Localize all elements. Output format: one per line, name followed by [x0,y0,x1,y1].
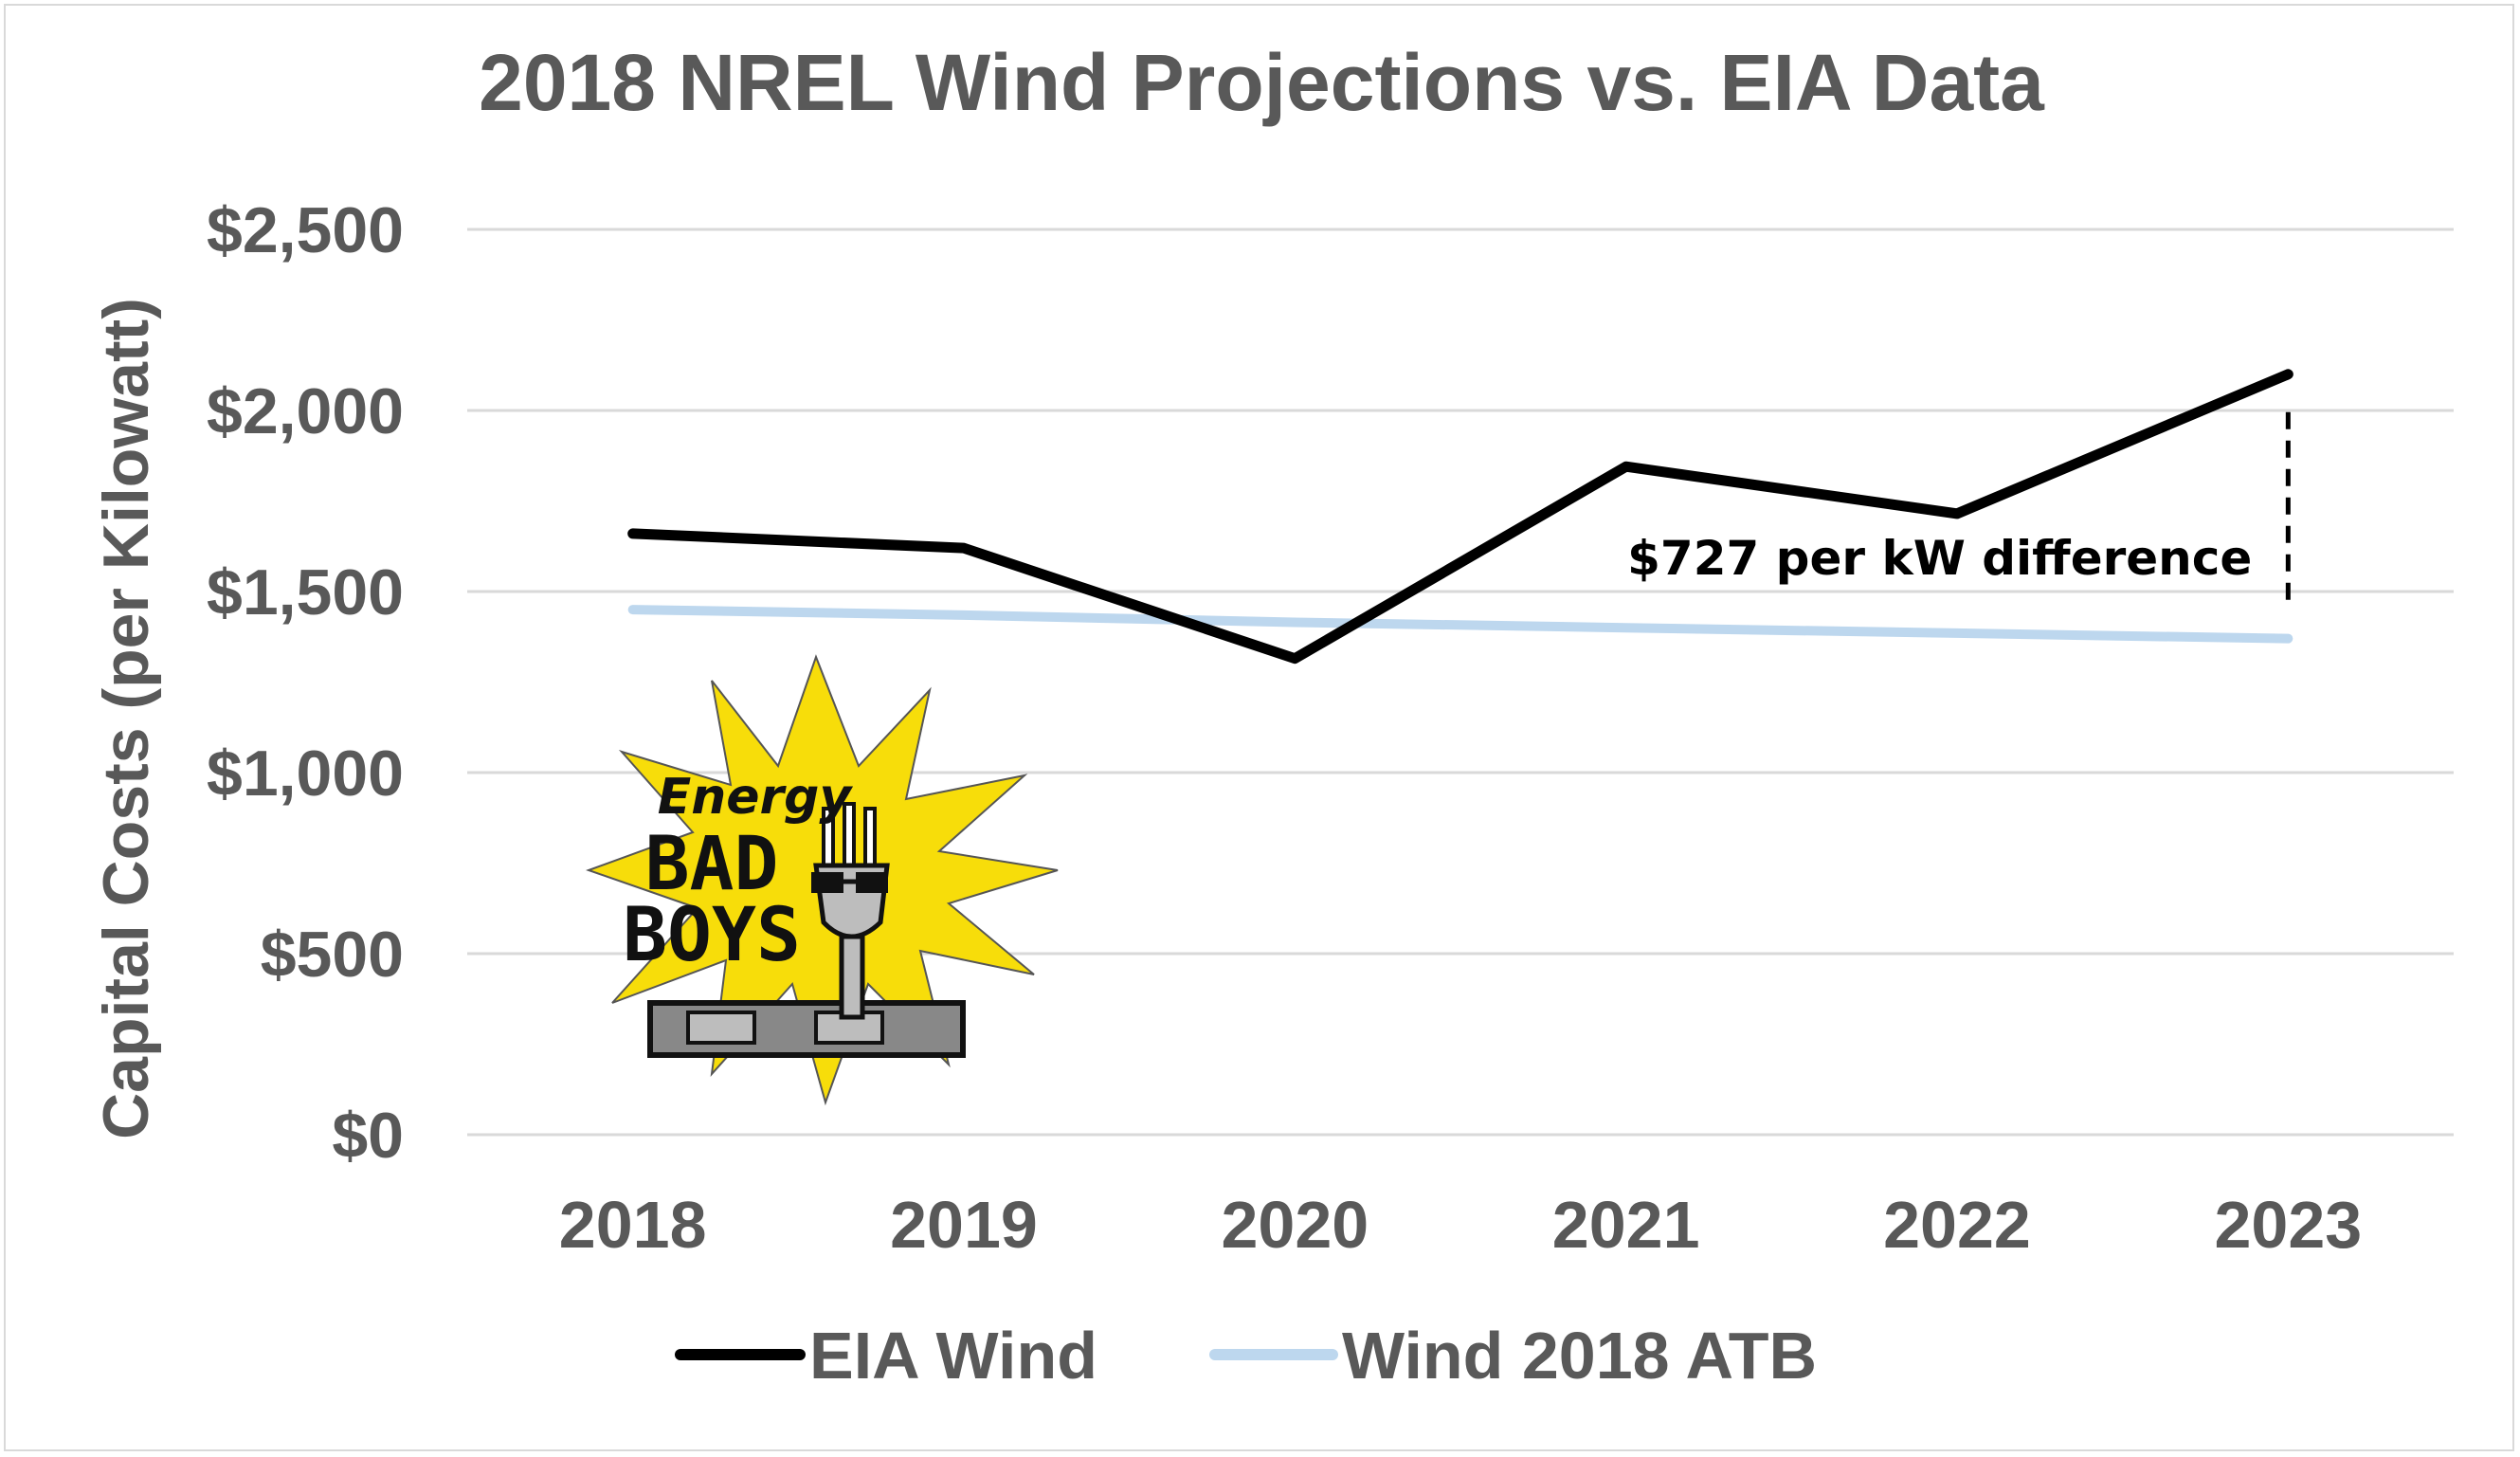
series-lines [627,369,2293,665]
difference-label: $727 per kW difference [1627,531,2252,586]
logo-text-boys: BOYS [623,893,801,978]
x-tick-label: 2022 [1883,1188,2031,1262]
y-tick-label: $500 [261,919,404,991]
y-axis-ticks: $0 $500 $1,000 $1,500 $2,000 $2,500 [207,194,404,1172]
y-tick-label: $1,500 [207,556,404,628]
legend-label-wind-2018-atb: Wind 2018 ATB [1342,1319,1817,1393]
legend-label-eia-wind: EIA Wind [809,1319,1097,1393]
x-axis-ticks: 2018 2019 2020 2021 2022 2023 [559,1188,2362,1262]
logo-text-bad: BAD [645,822,779,907]
legend: EIA Wind Wind 2018 ATB [675,1319,1817,1393]
annotation: $727 per kW difference [1627,411,2291,606]
x-tick-label: 2019 [890,1188,1038,1262]
y-tick-label: $0 [332,1100,404,1172]
x-tick-label: 2021 [1552,1188,1700,1262]
logo-text-energy: Energy [658,769,854,826]
chart-frame: 2018 NREL Wind Projections vs. EIA Data … [4,4,2514,1451]
chart: 2018 NREL Wind Projections vs. EIA Data … [90,38,2454,1393]
series-line-eia-wind [627,369,2293,665]
energy-bad-boys-logo: Energy BAD BOYS [586,654,1059,1106]
y-tick-label: $1,000 [207,738,404,810]
y-tick-label: $2,500 [207,194,404,266]
logo-plug-character [811,802,890,1020]
x-tick-label: 2020 [1221,1188,1369,1262]
x-tick-label: 2023 [2214,1188,2362,1262]
series-line-wind-2018-atb [627,605,2293,644]
x-tick-label: 2018 [559,1188,707,1262]
chart-title: 2018 NREL Wind Projections vs. EIA Data [479,38,2045,127]
y-axis-label: Capital Costs (per Kilowatt) [90,298,162,1139]
y-tick-label: $2,000 [207,375,404,447]
